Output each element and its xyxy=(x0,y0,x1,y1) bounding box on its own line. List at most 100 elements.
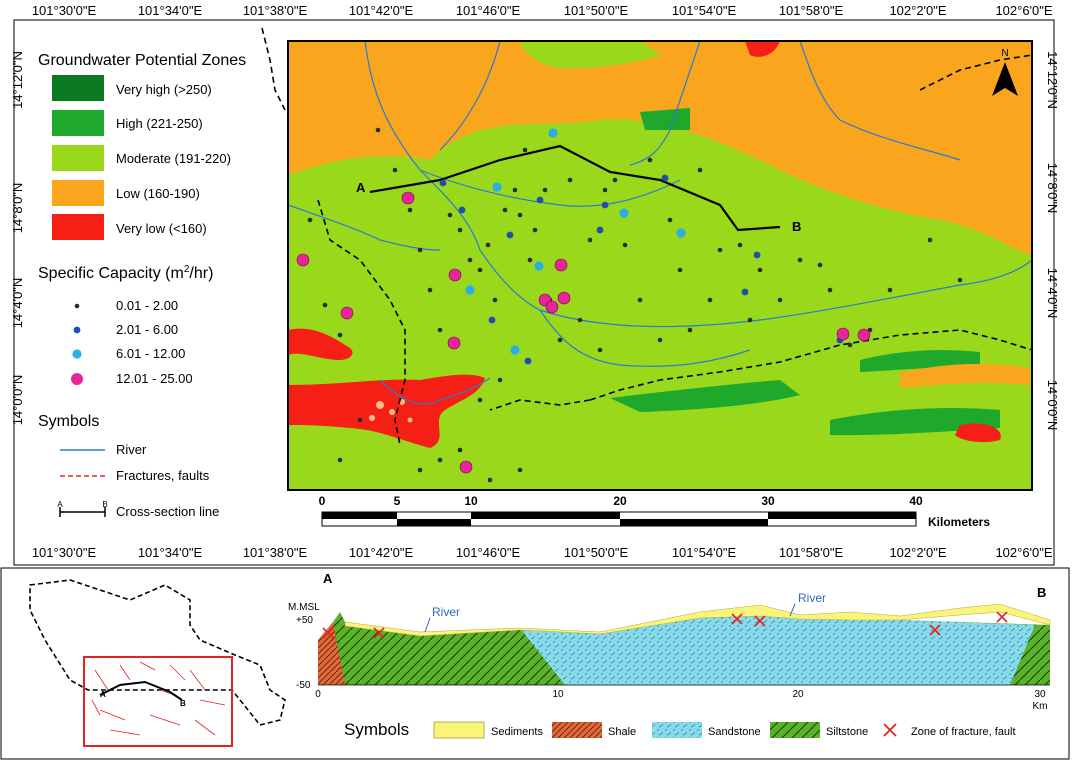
north-label: N xyxy=(1001,48,1008,59)
lon-label-top: 101°42'0"E xyxy=(349,3,414,18)
lat-label-right: 14°8'0"N xyxy=(1045,163,1060,214)
section-title-a: A xyxy=(323,571,333,586)
section-river-label-2: River xyxy=(798,591,826,605)
cross-section-line xyxy=(369,144,781,232)
swatch-siltstone xyxy=(770,722,820,738)
legend-capacity-dot-3 xyxy=(72,349,82,359)
legend-swatch-high xyxy=(52,110,104,136)
legend-symbols-title: Symbols xyxy=(38,413,99,430)
lon-label-top: 101°34'0"E xyxy=(138,3,203,18)
north-arrow: N xyxy=(992,48,1018,96)
swatch-sandstone xyxy=(652,722,702,738)
lon-label-top: 101°58'0"E xyxy=(779,3,844,18)
legend-swatch-very-high xyxy=(52,75,104,101)
capacity-class-3-points xyxy=(465,128,686,355)
scale-tick: 10 xyxy=(464,494,478,508)
legend-zone-label: Moderate (191-220) xyxy=(116,151,231,166)
legend-zone-label: Very low (<160) xyxy=(116,221,207,236)
very-low-zone-3 xyxy=(955,423,1001,443)
scale-unit: Kilometers xyxy=(928,515,990,529)
cross-section: A B M.MSL +50 -50 River River 0 10 20 30… xyxy=(288,571,1051,712)
legend-symbol-label: Fractures, faults xyxy=(116,468,210,483)
section-label-b: B xyxy=(792,219,801,234)
section-legend-label: Siltstone xyxy=(826,726,868,738)
lon-label-top: 101°30'0"E xyxy=(32,3,97,18)
scale-tick: 0 xyxy=(319,494,326,508)
capacity-title-sup: 2 xyxy=(184,264,190,275)
section-legend-label: Sandstone xyxy=(708,726,761,738)
very-low-mottle xyxy=(369,399,413,423)
section-frame xyxy=(0,567,1070,760)
section-legend: Symbols Sediments Shale Sandstone Siltst… xyxy=(344,720,1016,739)
inset-label-a: A xyxy=(100,690,106,699)
inset-label-b: B xyxy=(180,699,186,708)
legend-symbol-label: River xyxy=(116,442,147,457)
legend: Groundwater Potential Zones Very high (>… xyxy=(26,40,284,530)
lon-label-bottom: 102°6'0"E xyxy=(995,545,1052,560)
section-minus50: -50 xyxy=(296,680,311,691)
cross-section-icon-b: B xyxy=(102,500,107,509)
section-legend-label: Shale xyxy=(608,726,636,738)
well-points xyxy=(296,127,963,483)
section-tick: 20 xyxy=(792,689,804,700)
very-low-zone-4 xyxy=(745,41,780,57)
boundary-dash xyxy=(261,27,286,111)
lat-label-left: 14°0'0"N xyxy=(10,375,25,426)
scale-tick: 40 xyxy=(909,494,923,508)
capacity-class-1-points xyxy=(307,127,963,483)
legend-swatch-very-low xyxy=(52,214,104,240)
swatch-shale xyxy=(552,722,602,738)
legend-capacity-dot-2 xyxy=(73,326,81,334)
lon-label-top: 101°38'0"E xyxy=(243,3,308,18)
lat-label-right: 14°4'0"N xyxy=(1045,268,1060,319)
lon-label-top: 101°50'0"E xyxy=(564,3,629,18)
legend-zone-label: Low (160-190) xyxy=(116,186,200,201)
inset-extent-box xyxy=(83,656,233,747)
fracture-x-icon xyxy=(883,723,897,737)
section-unit: Km xyxy=(1033,701,1048,712)
legend-capacity-label: 12.01 - 25.00 xyxy=(116,371,193,386)
section-plus50: +50 xyxy=(296,615,313,626)
lat-labels-left: 14°12'0"N 14°8'0"N 14°4'0"N 14°0'0"N xyxy=(10,51,25,425)
map-area: A B N xyxy=(288,41,1032,490)
section-river-pointer-1 xyxy=(424,617,431,633)
fractures xyxy=(317,54,1032,446)
legend-capacity-label: 2.01 - 6.00 xyxy=(116,322,178,337)
capacity-title-text: Specific Capacity (m xyxy=(38,265,184,282)
capacity-title-end: /hr) xyxy=(189,265,213,282)
legend-zones-title: Groundwater Potential Zones xyxy=(38,52,246,69)
legend-capacity-label: 0.01 - 2.00 xyxy=(116,298,178,313)
lon-label-bottom: 101°42'0"E xyxy=(349,545,414,560)
high-zone-1 xyxy=(610,380,800,412)
legend-capacity-title: Specific Capacity (m2/hr) xyxy=(38,264,213,282)
lon-label-bottom: 101°38'0"E xyxy=(243,545,308,560)
legend-zone-label: Very high (>250) xyxy=(116,82,212,97)
sediments-layer xyxy=(344,603,1051,637)
legend-symbol-label: Cross-section line xyxy=(116,504,219,519)
map-outer-frame xyxy=(13,19,1055,566)
section-legend-label: Zone of fracture, fault xyxy=(911,726,1016,738)
legend-swatch-moderate xyxy=(52,145,104,171)
lon-label-bottom: 102°2'0"E xyxy=(889,545,946,560)
section-mmsl: M.MSL xyxy=(288,602,320,613)
section-river-label-1: River xyxy=(432,605,460,619)
section-river-pointer-2 xyxy=(789,603,796,617)
lon-label-bottom: 101°54'0"E xyxy=(672,545,737,560)
lon-label-bottom: 101°46'0"E xyxy=(456,545,521,560)
lon-labels-top: 101°30'0"E 101°34'0"E 101°38'0"E 101°42'… xyxy=(32,3,1053,18)
lat-label-right: 14°12'0"N xyxy=(1045,51,1060,109)
very-low-zone-1 xyxy=(288,328,353,360)
capacity-class-2-points xyxy=(439,174,844,365)
scale-tick: 5 xyxy=(394,494,401,508)
section-title-b: B xyxy=(1037,585,1046,600)
lon-label-bottom: 101°34'0"E xyxy=(138,545,203,560)
high-zone-4 xyxy=(640,108,690,130)
lon-label-top: 101°54'0"E xyxy=(672,3,737,18)
map-inner-frame xyxy=(287,40,1033,491)
inset-section-line xyxy=(99,680,183,701)
high-zone-2 xyxy=(830,408,1000,436)
legend-zone-label: High (221-250) xyxy=(116,116,203,131)
fracture-zone-marks xyxy=(322,611,1008,639)
scale-tick: 20 xyxy=(613,494,627,508)
moderate-zone-south xyxy=(290,294,600,400)
